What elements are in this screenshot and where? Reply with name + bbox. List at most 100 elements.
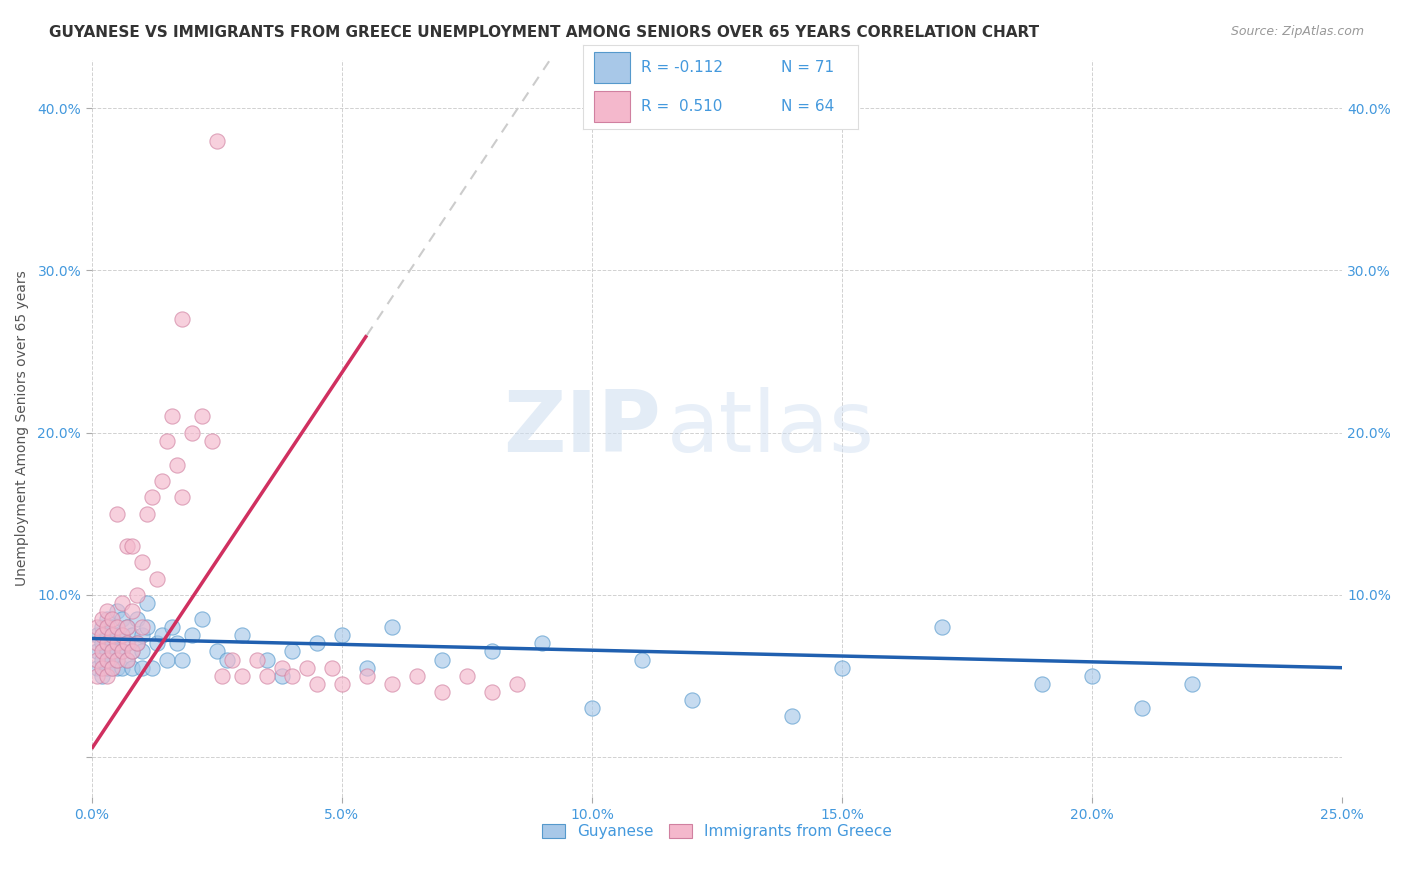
Point [430,652,453,666]
Point [111,628,134,642]
Point [125,612,148,626]
Text: GUYANESE VS IMMIGRANTS FROM GREECE UNEMPLOYMENT AMONG SENIORS OVER 65 YEARS CORR: GUYANESE VS IMMIGRANTS FROM GREECE UNEMP… [49,25,1039,40]
Point [111,661,134,675]
Point [111,612,134,626]
Point [166,636,188,650]
Point [100,644,122,658]
Point [135,620,157,634]
Point [121,628,143,642]
Point [1181,677,1204,691]
Point [90,644,112,658]
Point [111,644,134,658]
Point [506,677,529,691]
Point [131,628,153,642]
Point [270,661,292,675]
Point [201,434,224,448]
Point [125,588,148,602]
Point [780,709,803,723]
Point [90,612,112,626]
Point [190,409,212,424]
Bar [595,91,630,121]
Legend: Guyanese, Immigrants from Greece: Guyanese, Immigrants from Greece [536,817,898,845]
Point [131,661,153,675]
Point [90,652,112,666]
Text: atlas: atlas [666,387,875,470]
Point [205,134,228,148]
Point [115,620,138,634]
Point [150,474,173,488]
Point [105,604,128,618]
Point [180,628,202,642]
Point [330,628,353,642]
Point [160,620,183,634]
Point [160,409,183,424]
Point [115,652,138,666]
Point [86,644,108,658]
Point [105,620,128,634]
Point [86,628,108,642]
Point [1031,677,1053,691]
Point [100,661,122,675]
Point [456,669,478,683]
Point [121,644,143,658]
Point [166,458,188,472]
Point [105,636,128,650]
Point [105,652,128,666]
Point [100,620,122,634]
Point [305,636,328,650]
Point [321,661,343,675]
Point [180,425,202,440]
Point [150,628,173,642]
Point [170,652,193,666]
Point [115,652,138,666]
Point [100,636,122,650]
Y-axis label: Unemployment Among Seniors over 65 years: Unemployment Among Seniors over 65 years [15,270,30,586]
Point [86,636,108,650]
Point [90,628,112,642]
Bar [595,53,630,83]
Point [270,669,292,683]
Point [105,507,128,521]
Point [111,628,134,642]
Point [100,628,122,642]
Point [111,596,134,610]
Point [96,620,118,634]
Point [125,636,148,650]
Point [111,644,134,658]
Point [90,620,112,634]
Point [115,539,138,553]
Point [86,652,108,666]
Point [211,669,233,683]
Point [90,661,112,675]
Point [90,636,112,650]
Point [96,661,118,675]
Text: R = -0.112: R = -0.112 [641,60,723,75]
Point [105,661,128,675]
Point [481,644,503,658]
Point [86,620,108,634]
Point [190,612,212,626]
Point [121,644,143,658]
Point [86,661,108,675]
Point [96,628,118,642]
Text: N = 71: N = 71 [780,60,834,75]
Point [100,661,122,675]
Text: ZIP: ZIP [503,387,661,470]
Point [381,677,404,691]
Point [121,604,143,618]
Point [246,652,269,666]
Point [100,612,122,626]
Point [96,669,118,683]
Point [330,677,353,691]
Point [105,652,128,666]
Point [170,312,193,326]
Point [145,636,167,650]
Point [215,652,238,666]
Point [280,644,302,658]
Point [256,652,278,666]
Point [295,661,318,675]
Point [131,620,153,634]
Text: N = 64: N = 64 [780,99,834,114]
Point [356,669,378,683]
Point [141,661,163,675]
